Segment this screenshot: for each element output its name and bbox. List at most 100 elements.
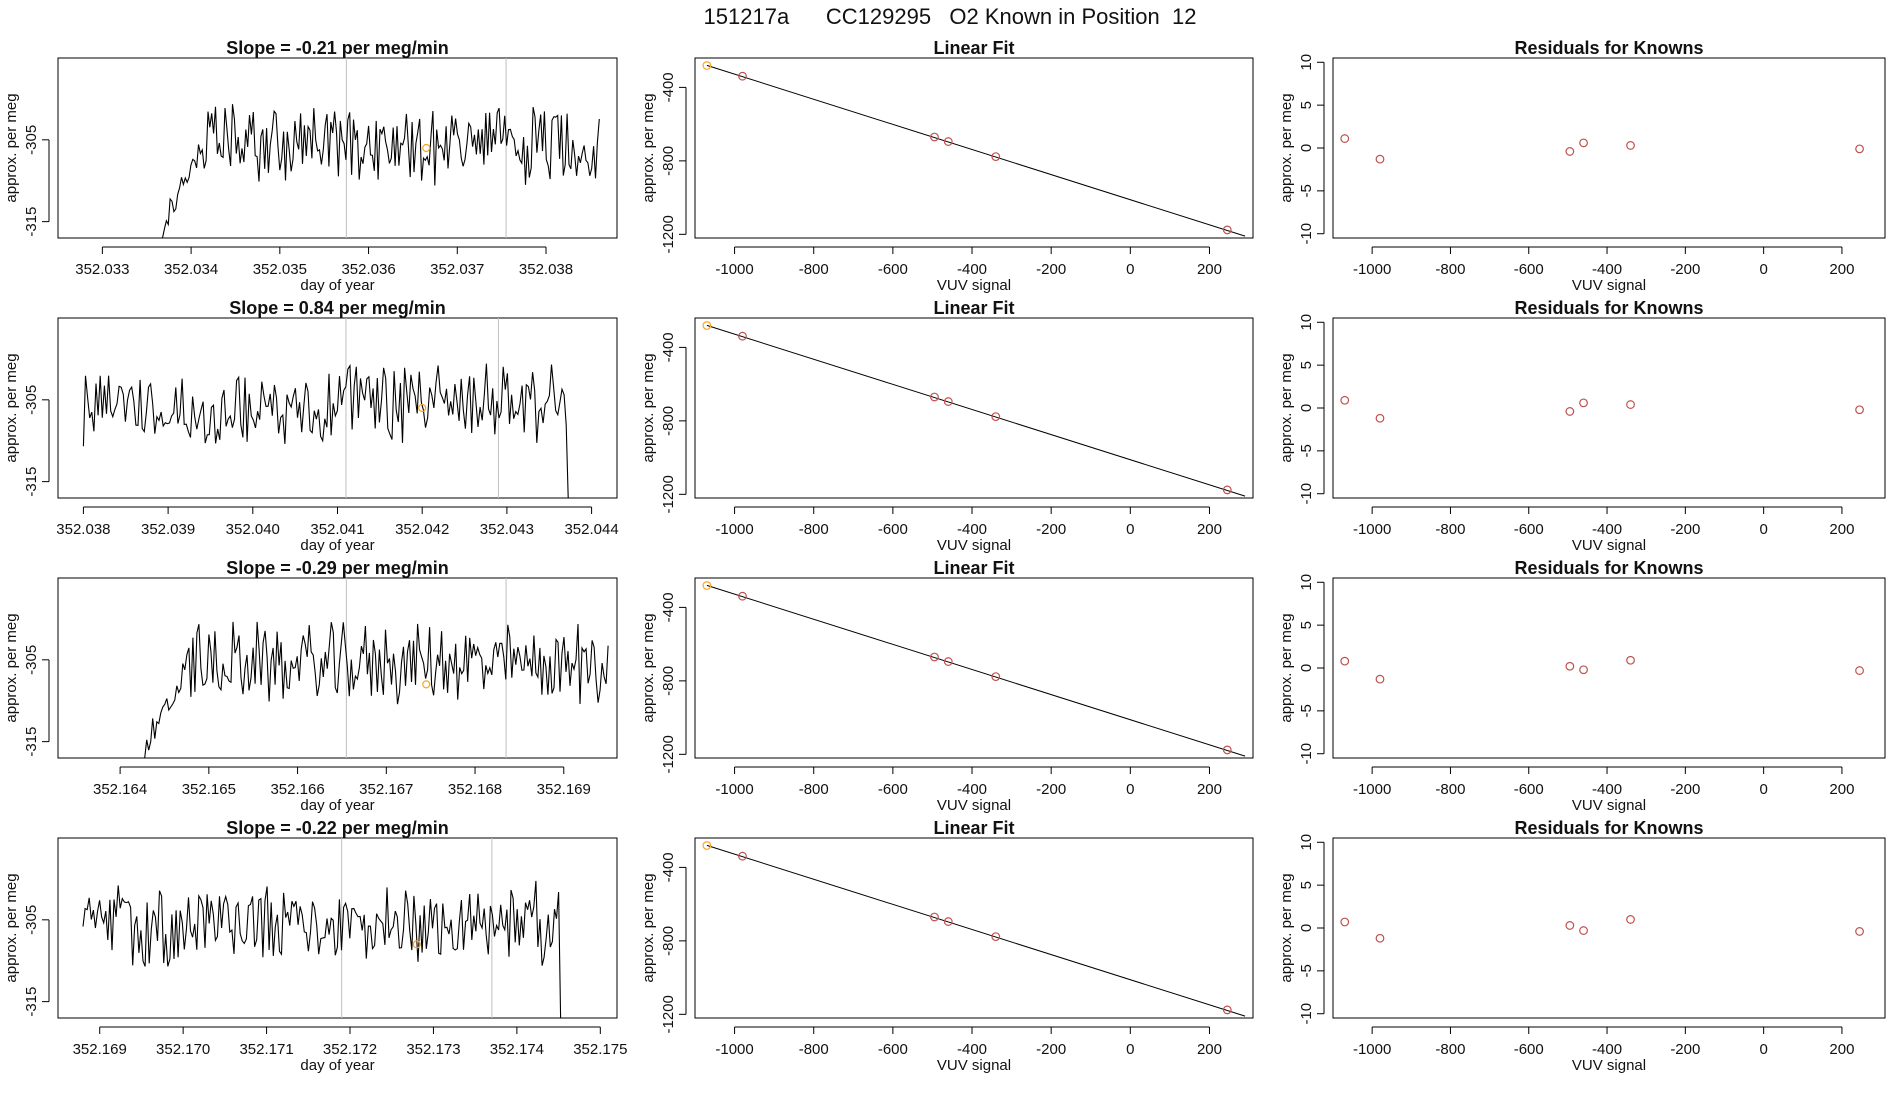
x-tick-label: 200 <box>1197 1041 1222 1058</box>
y-tick-label: 5 <box>1298 361 1315 369</box>
y-tick-label: -800 <box>660 146 677 176</box>
x-tick-label: -600 <box>1514 1041 1544 1058</box>
x-tick-label: 352.043 <box>480 521 534 538</box>
data-point <box>738 591 747 601</box>
mean-marker <box>422 143 431 153</box>
x-tick-label: -600 <box>1514 261 1544 278</box>
chart-panel-10: Residuals for Knowns-1000 -800 -600 -400 -20… <box>1278 558 1886 814</box>
y-axis: 10 5 0 -5 -10 <box>1298 314 1325 505</box>
x-tick-label: 352.042 <box>395 521 449 538</box>
series-line <box>82 880 562 1019</box>
y-tick-label: 0 <box>1298 404 1315 412</box>
x-tick-label: -400 <box>957 261 987 278</box>
x-tick-label: 0 <box>1759 1041 1767 1058</box>
chart-title: Slope = -0.29 per meg/min <box>226 558 449 578</box>
chart-panel-6: Linear Fit -1000 -800 -600 -400 -200 0 200 VUV s… <box>640 558 1254 814</box>
plot-frame <box>694 317 1254 499</box>
data-point <box>1222 745 1232 755</box>
x-tick-label: 0 <box>1759 521 1767 538</box>
y-axis-label: approx. per meg <box>3 873 20 982</box>
x-axis: -1000 -800 -600 -400 -200 0 200 <box>1353 246 1854 278</box>
y-tick-label: -315 <box>23 727 40 757</box>
data-point <box>991 932 1001 942</box>
x-tick-label: 0 <box>1759 261 1767 278</box>
x-tick-label: -1000 <box>715 521 753 538</box>
x-tick-label: 352.170 <box>156 1041 210 1058</box>
x-tick-label: 352.044 <box>564 521 618 538</box>
data-point <box>702 61 712 70</box>
y-axis: -400 -800 -1200 <box>660 852 687 1034</box>
mean-marker <box>412 940 421 949</box>
plot-frame <box>1332 317 1886 499</box>
y-tick-label: -315 <box>23 207 40 237</box>
y-tick-label: -10 <box>1298 223 1315 245</box>
x-tick-label: 352.038 <box>519 261 573 278</box>
x-axis: 352.038 352.039 352.040 352.041 352.042 352.0… <box>56 506 619 538</box>
x-tick-label: -200 <box>1670 781 1700 798</box>
x-tick-label: 200 <box>1197 781 1222 798</box>
x-tick-label: 352.034 <box>164 261 218 278</box>
x-tick-label: -200 <box>1036 781 1066 798</box>
y-axis: -400 -800 -1200 <box>660 72 687 254</box>
x-tick-label: 0 <box>1126 261 1134 278</box>
series-line <box>144 621 609 759</box>
y-tick-label: -400 <box>660 852 677 882</box>
chart-title: Linear Fit <box>933 38 1014 58</box>
data-point <box>1340 917 1350 927</box>
x-tick-label: -400 <box>1592 261 1622 278</box>
y-tick-label: -1200 <box>660 475 677 513</box>
x-tick-label: 200 <box>1197 521 1222 538</box>
x-tick-label: -200 <box>1670 261 1700 278</box>
data-point <box>1579 926 1588 935</box>
data-point <box>738 331 747 341</box>
chart-title: Residuals for Knowns <box>1514 818 1703 838</box>
x-tick-label: -400 <box>1592 521 1622 538</box>
x-tick-label: 352.171 <box>239 1041 293 1058</box>
data-point <box>1340 656 1350 666</box>
x-tick-label: 352.033 <box>75 261 129 278</box>
x-tick-label: 0 <box>1126 1041 1134 1058</box>
y-axis-label: approx. per meg <box>640 613 657 722</box>
data-point <box>943 137 953 146</box>
x-tick-label: -800 <box>1435 781 1465 798</box>
x-tick-label: -1000 <box>1353 1041 1391 1058</box>
x-axis-label: day of year <box>300 1057 374 1074</box>
y-tick-label: 10 <box>1298 834 1315 851</box>
x-tick-label: -1000 <box>715 781 753 798</box>
plot-frame <box>1332 837 1886 1019</box>
chart-panel-0: Slope = -0.21 per meg/min 352.033 352.034 3… <box>3 38 618 294</box>
x-axis-label: VUV signal <box>1572 537 1646 554</box>
data-point <box>1375 933 1385 943</box>
y-axis: 10 5 0 -5 -10 <box>1298 54 1325 245</box>
x-tick-label: 352.169 <box>73 1041 127 1058</box>
y-tick-label: -315 <box>23 987 40 1017</box>
data-point <box>930 912 939 922</box>
x-tick-label: -1000 <box>715 261 753 278</box>
data-point <box>930 392 939 402</box>
x-tick-label: 200 <box>1829 1041 1854 1058</box>
series-line <box>161 104 600 239</box>
x-tick-label: -200 <box>1036 261 1066 278</box>
x-tick-label: 352.036 <box>341 261 395 278</box>
chart-title: Residuals for Knowns <box>1514 298 1703 318</box>
chart-panel-4: Linear Fit -1000 -800 -600 -400 -200 0 200 VUV s… <box>640 38 1254 294</box>
y-tick-label: -305 <box>23 905 40 935</box>
chart-title: Slope = -0.21 per meg/min <box>226 38 449 58</box>
y-tick-label: -1200 <box>660 995 677 1033</box>
x-tick-label: 352.041 <box>310 521 364 538</box>
x-tick-label: 200 <box>1829 521 1854 538</box>
data-point <box>1855 666 1864 675</box>
plot-frame <box>1332 577 1886 759</box>
data-point <box>1579 398 1588 408</box>
data-point <box>943 917 953 926</box>
plot-frame <box>57 837 618 1019</box>
y-axis-label: approx. per meg <box>1278 613 1295 722</box>
x-axis-label: day of year <box>300 277 374 294</box>
y-axis: -400 -800 -1200 <box>660 592 687 774</box>
data-point <box>738 851 747 861</box>
y-tick-label: -5 <box>1298 964 1315 977</box>
y-tick-label: 10 <box>1298 574 1315 591</box>
y-tick-label: -400 <box>660 332 677 362</box>
